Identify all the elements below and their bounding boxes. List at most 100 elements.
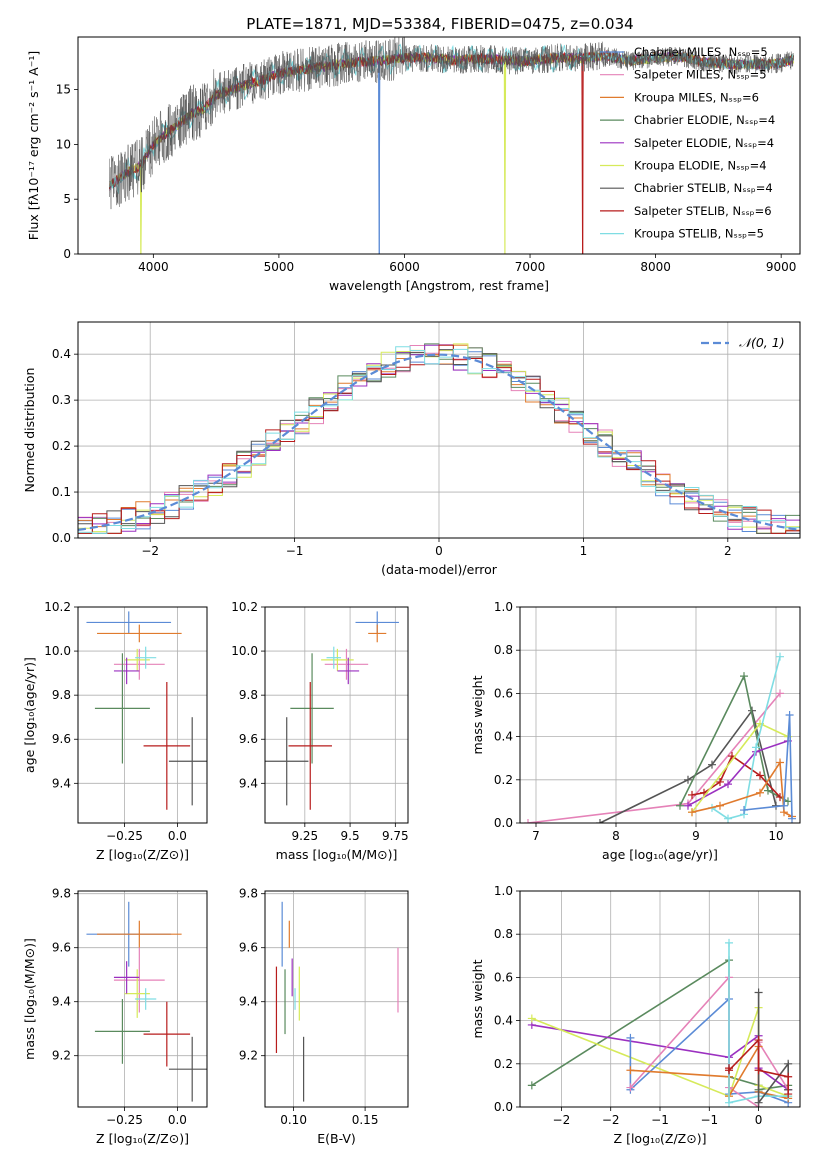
weight-point-kroupa-miles bbox=[776, 758, 784, 767]
weight-point-chabrier-stelib bbox=[684, 775, 692, 784]
z_vs_mass-xtick-label: 0.0 bbox=[168, 1113, 187, 1127]
residual-hist-kroupa-stelib bbox=[78, 346, 800, 538]
legend-label-chabrier-stelib: Chabrier STELIB, Nₛₛₚ=4 bbox=[634, 181, 773, 195]
weight-point-salpeter-elodie bbox=[684, 801, 692, 810]
z_vs_mass-plot-area bbox=[86, 901, 207, 1102]
spectrum-legend: Chabrier MILES, Nₛₛₚ=5 Salpeter MILES, Nₛ… bbox=[600, 45, 775, 241]
legend-label-salpeter-elodie: Salpeter ELODIE, Nₛₛₚ=4 bbox=[634, 136, 774, 150]
residuals-xlabel: (data-model)/error bbox=[381, 562, 498, 577]
residuals-xtick-label: 0 bbox=[435, 544, 443, 558]
residuals-xtick-label: 1 bbox=[580, 544, 588, 558]
weight-line-kroupa-stelib bbox=[711, 656, 781, 820]
z_vs_weight-ytick-label: 0.0 bbox=[494, 1100, 513, 1114]
z_vs_age-ytick-label: 10.2 bbox=[44, 600, 71, 614]
mass_vs_age-plot-area bbox=[265, 611, 399, 810]
residuals-panel: −2 −1 0 1 2 0.0 0.1 0.2 0.3 0.4 (data-model)/error… bbox=[22, 321, 801, 577]
weight-point-chabrier-stelib bbox=[784, 1059, 793, 1068]
z_vs_mass-ytick-label: 9.4 bbox=[52, 995, 71, 1009]
spectrum-xlabel: wavelength [Angstrom, rest frame] bbox=[329, 278, 549, 293]
residuals-xtick-label: 2 bbox=[724, 544, 732, 558]
z_vs_age-ylabel: age [log₁₀(age/yr)] bbox=[22, 657, 37, 773]
mass_vs_age-ytick-label: 10.0 bbox=[231, 644, 258, 658]
weight-point-salpeter-stelib bbox=[725, 1066, 734, 1075]
residuals-ytick-label: 0.4 bbox=[52, 347, 71, 361]
weight-point-salpeter-stelib bbox=[754, 1066, 763, 1075]
legend-label-normal: 𝒩(0, 1) bbox=[739, 335, 785, 350]
age_vs_weight-ytick-label: 0.2 bbox=[494, 773, 513, 787]
z_vs_mass-panel: −0.25 0.0 9.2 9.4 9.6 9.8 Z [log₁₀(Z/Z⊙)] mass … bbox=[22, 887, 208, 1146]
residuals-ylabel: Normed distribution bbox=[22, 368, 37, 493]
legend-label-chabrier-miles: Chabrier MILES, Nₛₛₚ=5 bbox=[634, 45, 768, 59]
weight-point-kroupa-miles bbox=[688, 808, 696, 817]
weight-point-chabrier-stelib bbox=[754, 988, 763, 997]
weight-line-kroupa-miles bbox=[630, 1043, 789, 1100]
spectrum-ylabel: Flux [fλ10⁻¹⁷ erg cm⁻² s⁻¹ A⁻¹] bbox=[26, 51, 41, 240]
weight-point-chabrier-miles bbox=[626, 1033, 635, 1042]
z_vs_age-xtick-label: 0.0 bbox=[168, 829, 187, 843]
weight-point-chabrier-miles bbox=[780, 801, 788, 810]
z_vs_mass-ytick-label: 9.2 bbox=[52, 1049, 71, 1063]
z_vs_weight-xtick-label: −2 bbox=[602, 1113, 620, 1127]
z_vs_weight-ylabel: mass weight bbox=[470, 959, 485, 1038]
weight-point-kroupa-miles bbox=[626, 1066, 635, 1075]
z_vs_weight-ytick-label: 0.6 bbox=[494, 970, 513, 984]
age_vs_weight-ytick-label: 0.4 bbox=[494, 730, 513, 744]
weight-point-kroupa-stelib bbox=[724, 814, 732, 823]
z_vs_weight-xtick-label: 0 bbox=[755, 1113, 763, 1127]
weight-line-salpeter-miles bbox=[527, 692, 781, 823]
mass_vs_age-xtick-label: 9.25 bbox=[291, 829, 318, 843]
age_vs_weight-xlabel: age [log₁₀(age/yr)] bbox=[602, 847, 718, 862]
spectrum-xtick-label: 9000 bbox=[766, 260, 797, 274]
spectrum-xtick-label: 8000 bbox=[640, 260, 671, 274]
ebv_vs_mass-xlabel: E(B-V) bbox=[317, 1131, 356, 1146]
z_vs_age-ytick-label: 9.4 bbox=[52, 776, 71, 790]
weight-point-salpeter-stelib bbox=[784, 1072, 793, 1081]
weight-point-chabrier-elodie bbox=[676, 801, 684, 810]
z_vs_age-plot-area bbox=[86, 611, 207, 810]
weight-point-kroupa-stelib bbox=[776, 652, 784, 661]
age_vs_weight-ytick-label: 1.0 bbox=[494, 600, 513, 614]
residuals-ytick-label: 0.1 bbox=[52, 485, 71, 499]
age_vs_weight-plot-area bbox=[524, 652, 796, 823]
residuals-ytick-label: 0.0 bbox=[52, 531, 71, 545]
residuals-ytick-label: 0.2 bbox=[52, 439, 71, 453]
age_vs_weight-xtick-label: 8 bbox=[612, 829, 620, 843]
weight-point-salpeter-miles bbox=[626, 1083, 635, 1092]
residuals-legend: 𝒩(0, 1) bbox=[701, 335, 785, 350]
z_vs_age-panel: −0.25 0.0 9.4 9.6 9.8 10.0 10.2 Z [log₁₀(Z/Z⊙)]… bbox=[22, 600, 208, 862]
weight-point-kroupa-miles bbox=[756, 788, 764, 797]
weight-point-salpeter-stelib bbox=[756, 771, 764, 780]
mass_vs_age-xlabel: mass [log₁₀(M/M⊙)] bbox=[276, 847, 398, 862]
z_vs_weight-ytick-label: 0.2 bbox=[494, 1057, 513, 1071]
age_vs_weight-panel: 7 8 9 10 0.0 0.2 0.4 0.6 0.8 1.0 age [log₁₀(age/yr… bbox=[470, 600, 801, 862]
z_vs_weight-ytick-label: 1.0 bbox=[494, 884, 513, 898]
ebv_vs_mass-xtick-label: 0.10 bbox=[280, 1113, 307, 1127]
ebv_vs_mass-panel: 0.10 0.15 9.2 9.4 9.6 9.8 E(B-V) bbox=[239, 887, 409, 1146]
weight-point-salpeter-miles bbox=[776, 689, 784, 698]
spectrum-xtick-label: 5000 bbox=[264, 260, 295, 274]
weight-point-kroupa-miles bbox=[716, 801, 724, 810]
spectrum-observed-line bbox=[109, 37, 794, 210]
age_vs_weight-ytick-label: 0.8 bbox=[494, 643, 513, 657]
ebv_vs_mass-frame bbox=[264, 890, 409, 1108]
residuals-frame bbox=[77, 321, 801, 539]
legend-label-kroupa-stelib: Kroupa STELIB, Nₛₛₚ=5 bbox=[634, 227, 764, 241]
age_vs_weight-xtick-label: 7 bbox=[532, 829, 540, 843]
weight-point-chabrier-miles bbox=[740, 806, 748, 815]
z_vs_weight-frame bbox=[519, 890, 801, 1108]
weight-point-chabrier-miles bbox=[788, 814, 796, 823]
age_vs_weight-ytick-label: 0.6 bbox=[494, 686, 513, 700]
z_vs_age-xlabel: Z [log₁₀(Z/Z⊙)] bbox=[96, 847, 189, 862]
z_vs_weight-panel: −2 −2 −1 −1 0 0.0 0.2 0.4 0.6 0.8 1.0 Z [log₁₀(Z/Z⊙… bbox=[470, 884, 801, 1146]
z_vs_weight-plot-area bbox=[527, 938, 793, 1107]
legend-label-salpeter-miles: Salpeter MILES, Nₛₛₚ=5 bbox=[634, 68, 767, 82]
mass_vs_age-frame bbox=[264, 606, 409, 824]
z_vs_age-xtick-label: −0.25 bbox=[106, 829, 143, 843]
mass_vs_age-panel: 9.25 9.5 9.75 9.4 9.6 9.8 10.0 10.2 mass [log₁₀(… bbox=[231, 600, 408, 862]
mass_vs_age-xtick-label: 9.75 bbox=[382, 829, 409, 843]
weight-line-chabrier-miles bbox=[743, 714, 793, 819]
residuals-xtick-label: −1 bbox=[286, 544, 304, 558]
weight-point-salpeter-stelib bbox=[754, 1036, 763, 1045]
ebv_vs_mass-xtick-label: 0.15 bbox=[352, 1113, 379, 1127]
